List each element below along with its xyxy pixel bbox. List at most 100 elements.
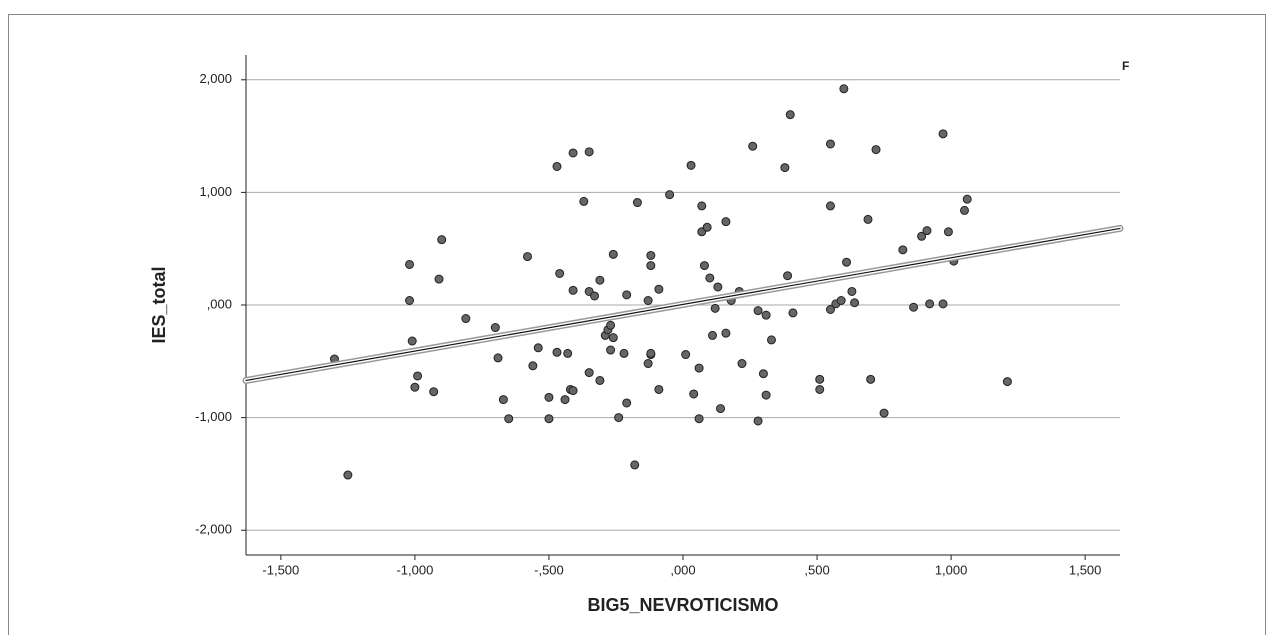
point: [560, 395, 570, 405]
point: [689, 389, 699, 399]
point: [783, 271, 793, 281]
point: [555, 268, 565, 278]
y-tick-label: -1,000: [195, 409, 232, 424]
point: [825, 305, 835, 315]
point: [606, 320, 616, 330]
point: [434, 274, 444, 284]
point: [710, 303, 720, 313]
point: [702, 222, 712, 232]
frame: [8, 14, 1266, 640]
point: [606, 345, 616, 355]
point: [825, 139, 835, 149]
point: [909, 302, 919, 312]
x-tick-label: 1,500: [1069, 562, 1102, 577]
point: [871, 145, 881, 155]
point: [595, 375, 605, 385]
point: [721, 217, 731, 227]
point: [429, 387, 439, 397]
point: [815, 384, 825, 394]
point: [410, 382, 420, 392]
point: [632, 198, 642, 208]
point: [737, 359, 747, 369]
x-tick-label: ,500: [804, 562, 829, 577]
point: [850, 298, 860, 308]
point: [590, 291, 600, 301]
point: [694, 414, 704, 424]
point: [753, 416, 763, 426]
point: [643, 359, 653, 369]
point: [766, 335, 776, 345]
point: [713, 282, 723, 292]
point: [552, 161, 562, 171]
point: [705, 273, 715, 283]
point: [716, 404, 726, 414]
point: [533, 343, 543, 353]
point: [579, 196, 589, 206]
point: [761, 310, 771, 320]
point: [938, 299, 948, 309]
x-tick-label: -1,000: [396, 562, 433, 577]
point: [343, 470, 353, 480]
x-tick-label: -,500: [534, 562, 564, 577]
point: [413, 371, 423, 381]
point: [665, 190, 675, 200]
point: [788, 308, 798, 318]
point: [405, 295, 415, 305]
point: [622, 398, 632, 408]
point: [707, 330, 717, 340]
point: [544, 392, 554, 402]
point: [461, 314, 471, 324]
point: [694, 363, 704, 373]
point: [863, 214, 873, 224]
point: [490, 323, 500, 333]
point: [866, 374, 876, 384]
point: [681, 350, 691, 360]
point: [437, 235, 447, 245]
x-tick-label: 1,000: [935, 562, 968, 577]
x-tick-label: -1,500: [262, 562, 299, 577]
point: [654, 384, 664, 394]
point: [761, 390, 771, 400]
point: [748, 141, 758, 151]
point: [721, 328, 731, 338]
point: [898, 245, 908, 255]
y-tick-label: ,000: [207, 296, 232, 311]
point: [608, 249, 618, 259]
point: [568, 285, 578, 295]
y-tick-label: 1,000: [199, 184, 232, 199]
point: [836, 295, 846, 305]
point: [608, 333, 618, 343]
point: [938, 129, 948, 139]
y-tick-label: 2,000: [199, 71, 232, 86]
point: [595, 275, 605, 285]
point: [962, 194, 972, 204]
point: [630, 460, 640, 470]
point: [498, 395, 508, 405]
point: [686, 160, 696, 170]
point: [405, 259, 415, 269]
point: [646, 261, 656, 271]
point: [528, 361, 538, 371]
point: [654, 284, 664, 294]
point: [697, 201, 707, 211]
point: [842, 257, 852, 267]
point: [493, 353, 503, 363]
point: [568, 148, 578, 158]
point: [504, 414, 514, 424]
point: [925, 299, 935, 309]
point: [780, 163, 790, 173]
annotation: F: [1122, 59, 1129, 73]
point: [879, 408, 889, 418]
point: [847, 286, 857, 296]
point: [544, 414, 554, 424]
point: [815, 374, 825, 384]
point: [825, 201, 835, 211]
point: [568, 386, 578, 396]
point: [622, 290, 632, 300]
point: [785, 110, 795, 120]
point: [523, 252, 533, 262]
point: [1002, 377, 1012, 387]
point: [619, 348, 629, 358]
